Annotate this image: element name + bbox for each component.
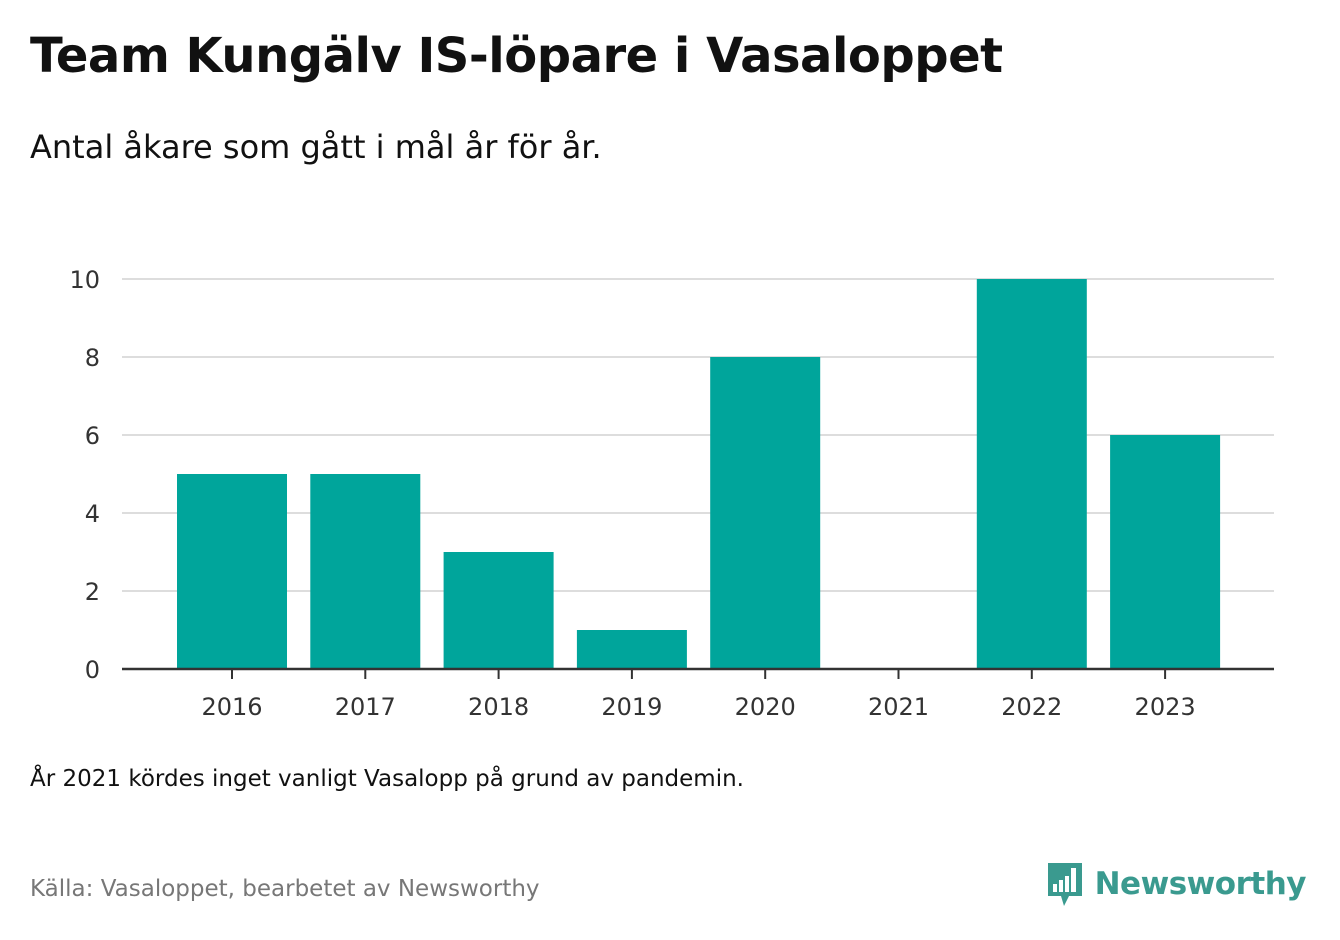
bar-2018 (443, 552, 554, 669)
x-tick-label: 2020 (735, 693, 796, 721)
bar-2023 (1110, 435, 1221, 669)
brand-logo: Newsworthy (1045, 860, 1307, 908)
brand-name: Newsworthy (1094, 866, 1307, 902)
gridlines (122, 278, 1274, 592)
chart-title: Team Kungälv IS-löpare i Vasaloppet (30, 28, 1003, 84)
bar-2017 (310, 474, 421, 669)
x-tick-label: 2017 (335, 693, 396, 721)
chart-subtitle: Antal åkare som gått i mål år för år. (30, 128, 602, 166)
x-tick-label: 2023 (1135, 693, 1196, 721)
x-axis-ticks: 2016 2017 2018 2019 2020 2021 2022 2023 (201, 669, 1196, 721)
x-tick-label: 2021 (868, 693, 929, 721)
bar-2019 (576, 630, 687, 669)
bar-2022 (976, 279, 1087, 669)
y-tick-label: 10 (69, 266, 100, 294)
y-tick-label: 2 (85, 578, 100, 606)
x-tick-label: 2018 (468, 693, 529, 721)
source-credit: Källa: Vasaloppet, bearbetet av Newswort… (30, 876, 540, 902)
bar-2020 (710, 357, 821, 669)
bar-2016 (177, 474, 287, 669)
x-tick-label: 2016 (201, 693, 262, 721)
y-tick-label: 6 (85, 422, 100, 450)
footnote: År 2021 kördes inget vanligt Vasalopp på… (30, 766, 744, 792)
y-tick-label: 8 (85, 344, 100, 372)
y-tick-label: 0 (85, 656, 100, 684)
newsworthy-chart-bubble-icon (1047, 863, 1082, 906)
x-tick-label: 2022 (1001, 693, 1062, 721)
bars (177, 279, 1221, 669)
y-axis-ticks: 0 2 4 6 8 10 (69, 266, 100, 684)
bar-chart: 0 2 4 6 8 10 2016 2017 2018 2019 2020 2021 2022 2023 (69, 266, 1274, 721)
x-tick-label: 2019 (601, 693, 662, 721)
y-tick-label: 4 (85, 500, 100, 528)
